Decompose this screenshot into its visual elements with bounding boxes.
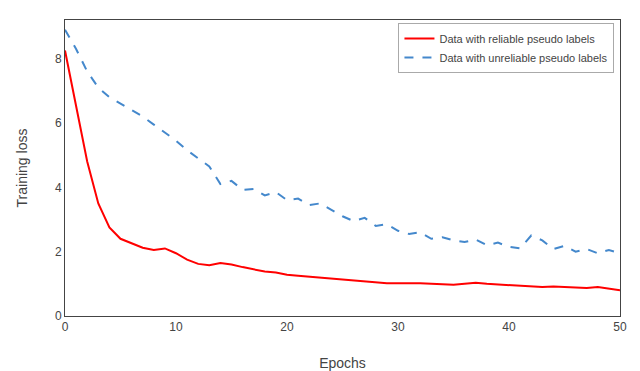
svg-text:8: 8	[55, 52, 62, 66]
svg-text:Epochs: Epochs	[319, 355, 366, 371]
svg-text:50: 50	[613, 320, 627, 334]
svg-text:2: 2	[55, 245, 62, 259]
svg-text:10: 10	[169, 320, 183, 334]
svg-text:Training loss: Training loss	[14, 129, 30, 208]
svg-text:6: 6	[55, 116, 62, 130]
svg-text:40: 40	[502, 320, 516, 334]
svg-text:0: 0	[62, 320, 69, 334]
svg-text:20: 20	[280, 320, 294, 334]
svg-text:30: 30	[391, 320, 405, 334]
svg-text:Data with unreliable pseudo la: Data with unreliable pseudo labels	[439, 52, 607, 64]
svg-text:Data with reliable pseudo labe: Data with reliable pseudo labels	[439, 33, 595, 45]
svg-text:4: 4	[55, 181, 62, 195]
svg-text:0: 0	[55, 309, 62, 323]
